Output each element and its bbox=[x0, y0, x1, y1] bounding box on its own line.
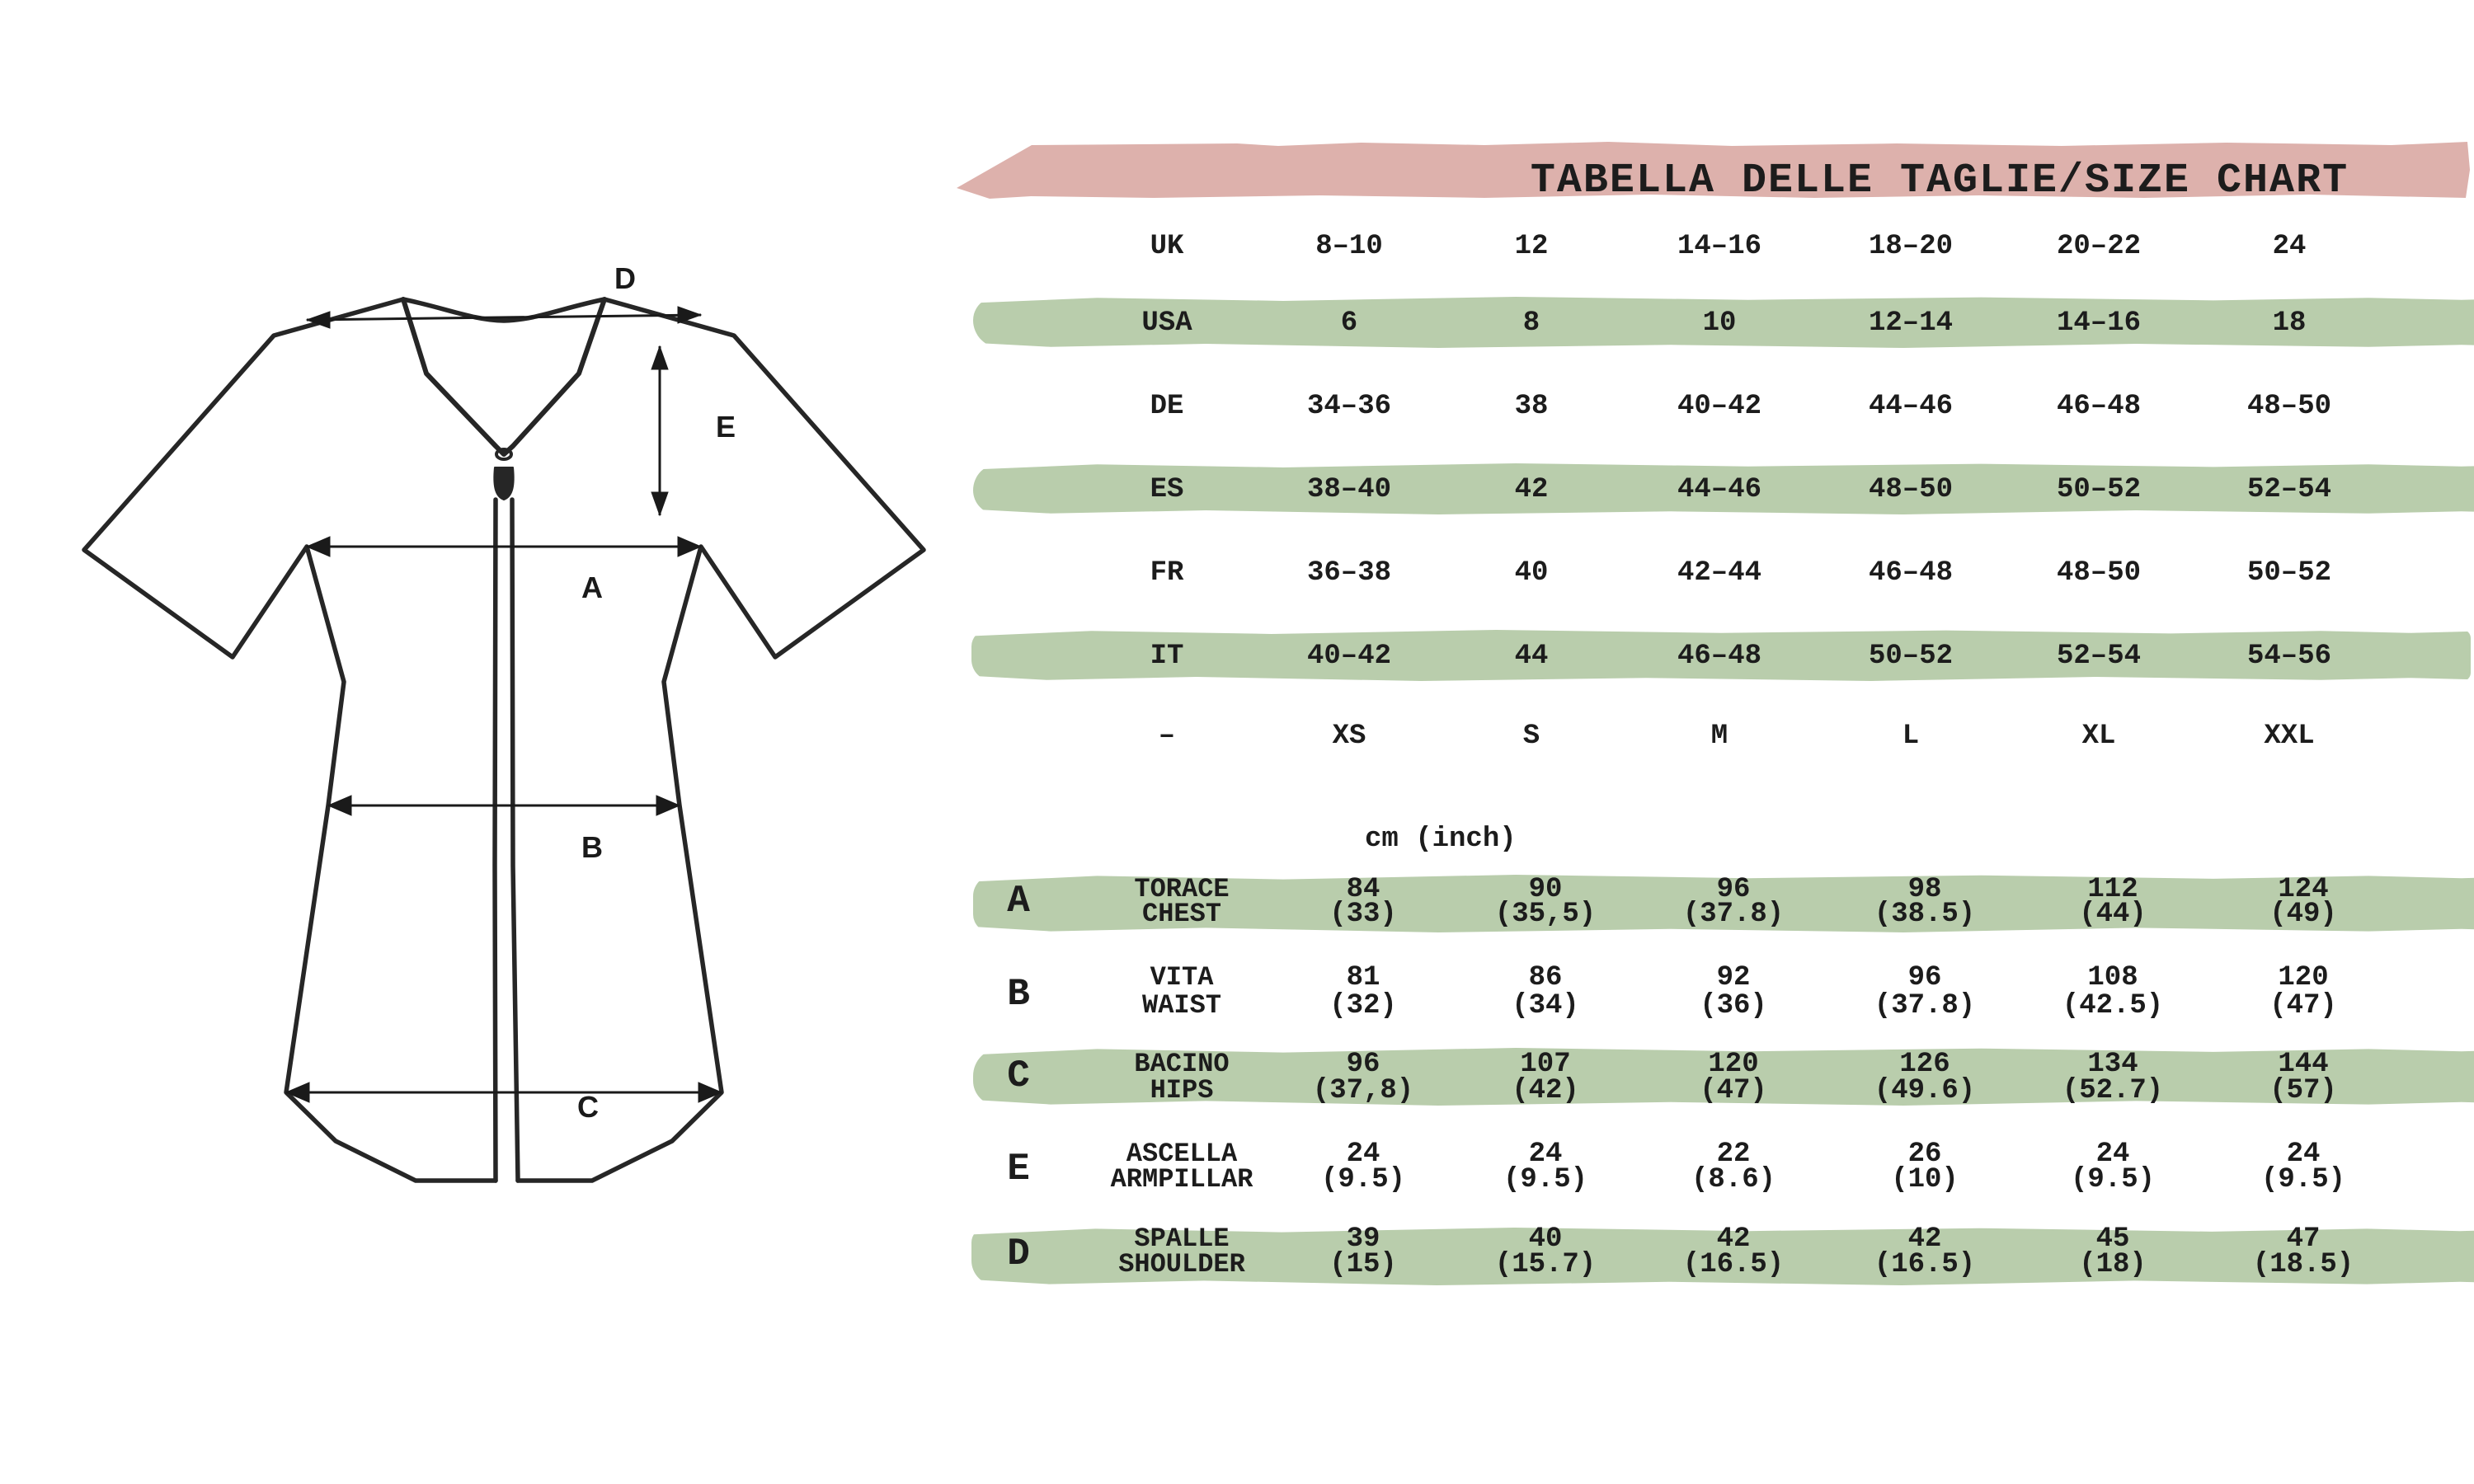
svg-text:C: C bbox=[577, 1090, 599, 1124]
svg-text:TABELLA DELLE TAGLIE/SIZE CHAR: TABELLA DELLE TAGLIE/SIZE CHART bbox=[1531, 157, 2349, 204]
svg-text:D: D bbox=[614, 261, 636, 295]
svg-text:A: A bbox=[581, 571, 603, 604]
svg-text:E: E bbox=[716, 410, 736, 444]
svg-text:B: B bbox=[581, 830, 603, 864]
